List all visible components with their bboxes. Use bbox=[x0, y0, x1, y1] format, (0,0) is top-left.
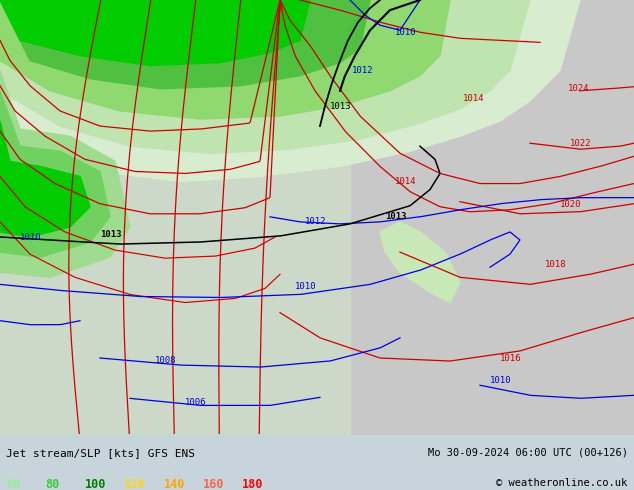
Text: 1008: 1008 bbox=[155, 356, 176, 365]
Text: 1016: 1016 bbox=[500, 354, 522, 363]
Text: 1010: 1010 bbox=[490, 376, 512, 385]
Polygon shape bbox=[0, 91, 110, 257]
Text: 140: 140 bbox=[164, 478, 185, 490]
Text: © weatheronline.co.uk: © weatheronline.co.uk bbox=[496, 478, 628, 488]
Polygon shape bbox=[0, 71, 130, 277]
Text: 1014: 1014 bbox=[463, 94, 484, 103]
Text: 1012: 1012 bbox=[352, 66, 373, 74]
Text: 1013: 1013 bbox=[330, 102, 351, 111]
Polygon shape bbox=[0, 0, 530, 153]
Text: 100: 100 bbox=[85, 478, 107, 490]
Polygon shape bbox=[0, 0, 450, 119]
Text: 1018: 1018 bbox=[545, 260, 567, 269]
Text: 1010: 1010 bbox=[395, 28, 417, 37]
Text: 1010: 1010 bbox=[295, 282, 316, 292]
Text: 1013: 1013 bbox=[100, 230, 122, 239]
Text: 120: 120 bbox=[124, 478, 146, 490]
Text: 1020: 1020 bbox=[560, 200, 581, 209]
Polygon shape bbox=[0, 0, 310, 66]
Polygon shape bbox=[0, 0, 580, 181]
Text: Mo 30-09-2024 06:00 UTC (00+126): Mo 30-09-2024 06:00 UTC (00+126) bbox=[428, 448, 628, 458]
Text: 160: 160 bbox=[203, 478, 224, 490]
Text: 1013: 1013 bbox=[385, 212, 406, 221]
Polygon shape bbox=[380, 222, 460, 302]
Text: 180: 180 bbox=[242, 478, 264, 490]
Text: 60: 60 bbox=[6, 478, 20, 490]
Text: 1006: 1006 bbox=[185, 398, 207, 407]
Polygon shape bbox=[0, 121, 90, 237]
Polygon shape bbox=[0, 0, 370, 89]
Text: 1022: 1022 bbox=[570, 139, 592, 148]
Text: 1010: 1010 bbox=[20, 233, 41, 242]
Text: 80: 80 bbox=[46, 478, 60, 490]
Text: 1014: 1014 bbox=[395, 176, 417, 186]
Text: 1012: 1012 bbox=[305, 217, 327, 226]
Text: 1024: 1024 bbox=[568, 84, 590, 93]
Text: Jet stream/SLP [kts] GFS ENS: Jet stream/SLP [kts] GFS ENS bbox=[6, 448, 195, 458]
